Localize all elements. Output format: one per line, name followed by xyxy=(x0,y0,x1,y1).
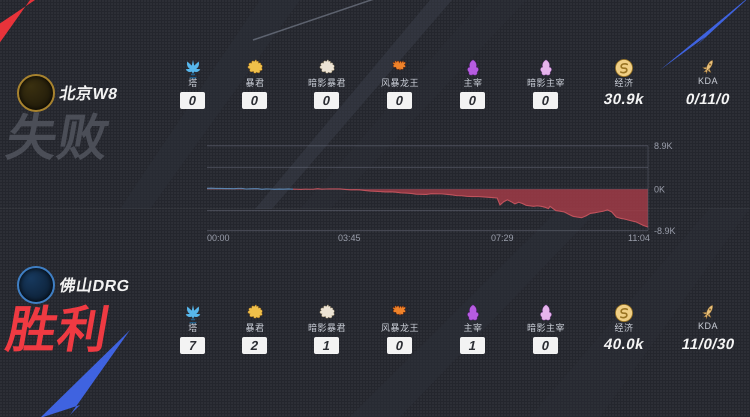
svg-text:11:04: 11:04 xyxy=(628,233,650,243)
svg-text:-8.9K: -8.9K xyxy=(654,226,676,236)
svg-text:00:00: 00:00 xyxy=(207,233,230,243)
svg-text:8.9K: 8.9K xyxy=(654,141,673,151)
svg-text:07:29: 07:29 xyxy=(491,233,514,243)
svg-text:03:45: 03:45 xyxy=(338,233,361,243)
svg-text:0K: 0K xyxy=(654,185,665,195)
